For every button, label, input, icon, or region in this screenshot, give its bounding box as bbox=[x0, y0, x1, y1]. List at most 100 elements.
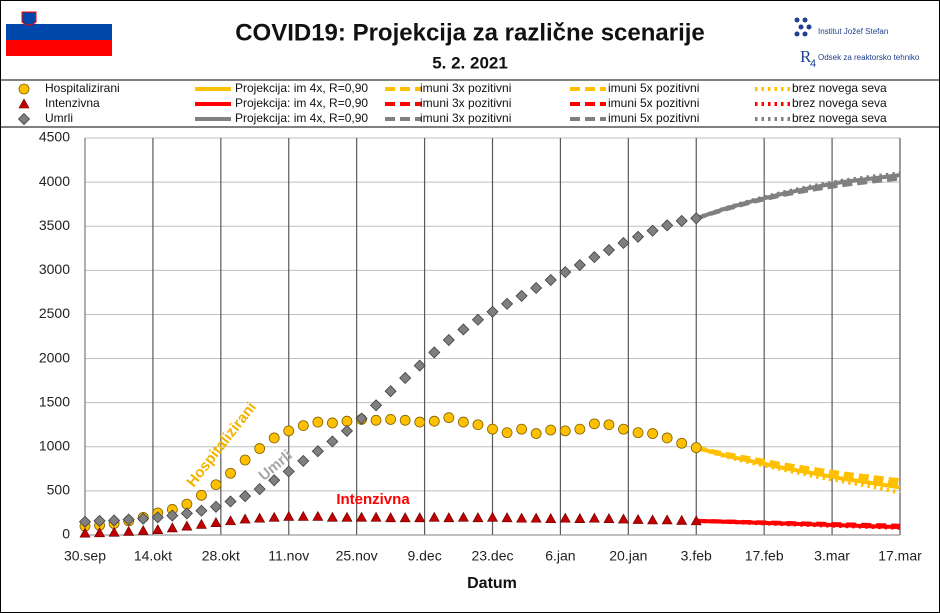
svg-text:R: R bbox=[800, 47, 812, 66]
marker bbox=[443, 512, 455, 523]
legend-label: Hospitalizirani bbox=[45, 81, 120, 95]
marker bbox=[457, 416, 469, 428]
marker bbox=[486, 511, 499, 522]
x-tick-label: 20.jan bbox=[609, 548, 647, 564]
marker bbox=[661, 219, 674, 232]
x-tick-label: 14.okt bbox=[134, 548, 172, 564]
legend-label: imuni 3x pozitivni bbox=[420, 96, 511, 110]
marker bbox=[239, 490, 252, 503]
x-tick-label: 3.mar bbox=[814, 548, 850, 564]
marker bbox=[472, 419, 484, 431]
marker bbox=[530, 428, 542, 439]
marker bbox=[442, 333, 455, 347]
legend-label: imuni 3x pozitivni bbox=[420, 81, 511, 95]
marker bbox=[341, 511, 353, 522]
y-tick-label: 1000 bbox=[39, 437, 70, 453]
legend-label: Intenzivna bbox=[45, 96, 100, 110]
marker bbox=[239, 513, 251, 524]
x-tick-label: 3.feb bbox=[681, 548, 712, 564]
legend-label: Projekcija: im 4x, R=0,90 bbox=[235, 96, 368, 110]
marker bbox=[618, 423, 629, 435]
marker bbox=[356, 511, 368, 522]
marker bbox=[326, 511, 338, 522]
y-tick-label: 4500 bbox=[39, 129, 70, 145]
marker bbox=[515, 289, 528, 302]
projection-line bbox=[695, 171, 901, 221]
marker bbox=[210, 517, 222, 527]
marker bbox=[676, 514, 688, 525]
marker bbox=[282, 465, 295, 478]
marker bbox=[224, 495, 237, 508]
marker bbox=[661, 514, 673, 525]
marker bbox=[239, 454, 251, 466]
x-tick-label: 30.sep bbox=[64, 548, 106, 564]
marker bbox=[17, 112, 31, 126]
marker bbox=[326, 435, 339, 448]
marker bbox=[573, 258, 586, 272]
marker bbox=[530, 512, 542, 523]
marker bbox=[297, 510, 309, 521]
marker bbox=[108, 514, 121, 527]
marker bbox=[311, 445, 324, 458]
flag bbox=[6, 8, 112, 56]
marker bbox=[617, 513, 629, 524]
marker bbox=[559, 425, 571, 437]
projection-line bbox=[695, 445, 901, 495]
x-tick-label: 28.okt bbox=[202, 548, 240, 564]
legend-label: imuni 5x pozitivni bbox=[608, 81, 699, 95]
marker bbox=[297, 420, 309, 432]
marker bbox=[340, 424, 354, 437]
y-tick-label: 2500 bbox=[39, 305, 70, 321]
marker bbox=[94, 527, 106, 538]
marker bbox=[428, 511, 440, 522]
marker bbox=[559, 512, 571, 523]
y-tick-label: 4000 bbox=[39, 173, 70, 189]
marker bbox=[152, 524, 164, 535]
marker bbox=[166, 522, 178, 533]
marker bbox=[122, 513, 135, 526]
marker bbox=[254, 512, 266, 523]
marker bbox=[254, 443, 266, 454]
legend-label: imuni 3x pozitivni bbox=[420, 111, 511, 125]
marker bbox=[151, 511, 164, 524]
y-tick-label: 2000 bbox=[39, 349, 70, 365]
x-tick-label: 11.nov bbox=[268, 548, 309, 564]
marker bbox=[195, 504, 208, 517]
marker bbox=[210, 479, 222, 491]
marker bbox=[370, 414, 382, 426]
logo-text: Institut Jožef Stefan bbox=[818, 27, 888, 36]
logo: R4 bbox=[794, 17, 816, 70]
legend-label: brez novega seva bbox=[792, 111, 887, 125]
marker bbox=[414, 512, 426, 523]
marker bbox=[399, 512, 411, 523]
legend-label: brez novega seva bbox=[792, 96, 887, 110]
marker bbox=[283, 510, 295, 521]
marker bbox=[399, 371, 412, 385]
legend-label: Projekcija: im 4x, R=0,90 bbox=[235, 81, 368, 95]
projection-line bbox=[696, 518, 901, 530]
marker bbox=[355, 412, 368, 425]
marker bbox=[647, 514, 659, 525]
marker bbox=[603, 513, 615, 523]
marker bbox=[487, 423, 498, 435]
marker bbox=[647, 428, 658, 439]
marker bbox=[297, 454, 310, 467]
marker bbox=[516, 423, 528, 435]
marker bbox=[574, 423, 586, 435]
marker bbox=[646, 224, 659, 237]
marker bbox=[312, 416, 324, 428]
projection-line bbox=[695, 445, 901, 483]
marker bbox=[18, 83, 30, 95]
marker bbox=[18, 98, 30, 109]
marker bbox=[690, 515, 702, 526]
chart-title: COVID19: Projekcija za različne scenarij… bbox=[235, 19, 705, 46]
y-tick-label: 1500 bbox=[39, 393, 70, 409]
marker bbox=[268, 474, 281, 487]
marker bbox=[632, 513, 644, 524]
marker bbox=[209, 500, 223, 513]
x-tick-label: 17.mar bbox=[878, 548, 922, 564]
annotation: Intenzivna bbox=[336, 491, 410, 508]
marker bbox=[486, 305, 499, 318]
marker bbox=[428, 415, 440, 427]
